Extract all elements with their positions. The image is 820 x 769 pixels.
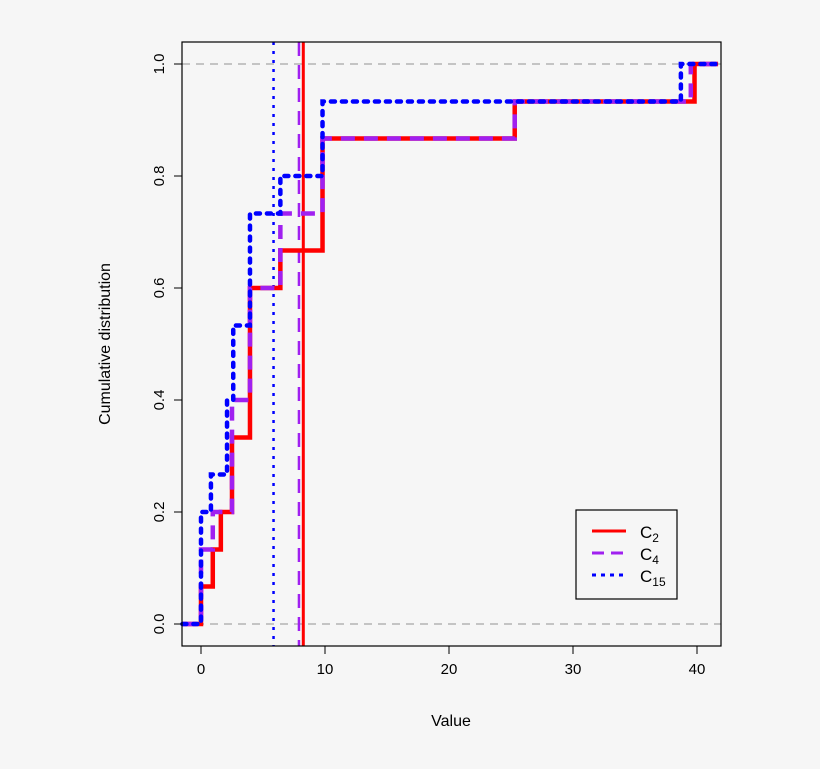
y-tick-label: 0.6 <box>151 278 168 299</box>
y-tick-label: 0.8 <box>151 166 168 187</box>
reference-lines <box>182 63 721 625</box>
legend-subscript: 15 <box>652 575 666 589</box>
x-tick-label: 10 <box>317 661 334 678</box>
y-tick-label: 0.4 <box>151 390 168 411</box>
ecdf-line-C15 <box>180 61 721 627</box>
x-tick-label: 0 <box>197 661 205 678</box>
legend-label-C2: C2 <box>640 523 659 545</box>
y-tick-label: 1.0 <box>151 54 168 75</box>
ecdf-line-C4 <box>182 61 719 627</box>
x-tick-label: 20 <box>441 661 458 678</box>
y-axis-label: Cumulative distribution <box>97 263 114 425</box>
legend-subscript: 2 <box>652 531 659 545</box>
ecdf-line-C2 <box>182 61 719 627</box>
legend-label-C15: C15 <box>640 567 666 589</box>
y-axis: 0.0 0.2 0.4 0.6 0.8 1.0 <box>151 54 183 635</box>
legend-subscript: 4 <box>652 553 659 567</box>
x-tick-label: 40 <box>689 661 706 678</box>
y-tick-label: 0.0 <box>151 614 168 635</box>
x-tick-label: 30 <box>565 661 582 678</box>
x-axis-label: Value <box>431 713 471 730</box>
legend-label-C4: C4 <box>640 545 659 567</box>
x-axis: 0 10 20 30 40 <box>197 645 706 678</box>
legend-box <box>575 509 678 600</box>
series-group <box>180 42 721 646</box>
y-tick-label: 0.2 <box>151 502 168 523</box>
